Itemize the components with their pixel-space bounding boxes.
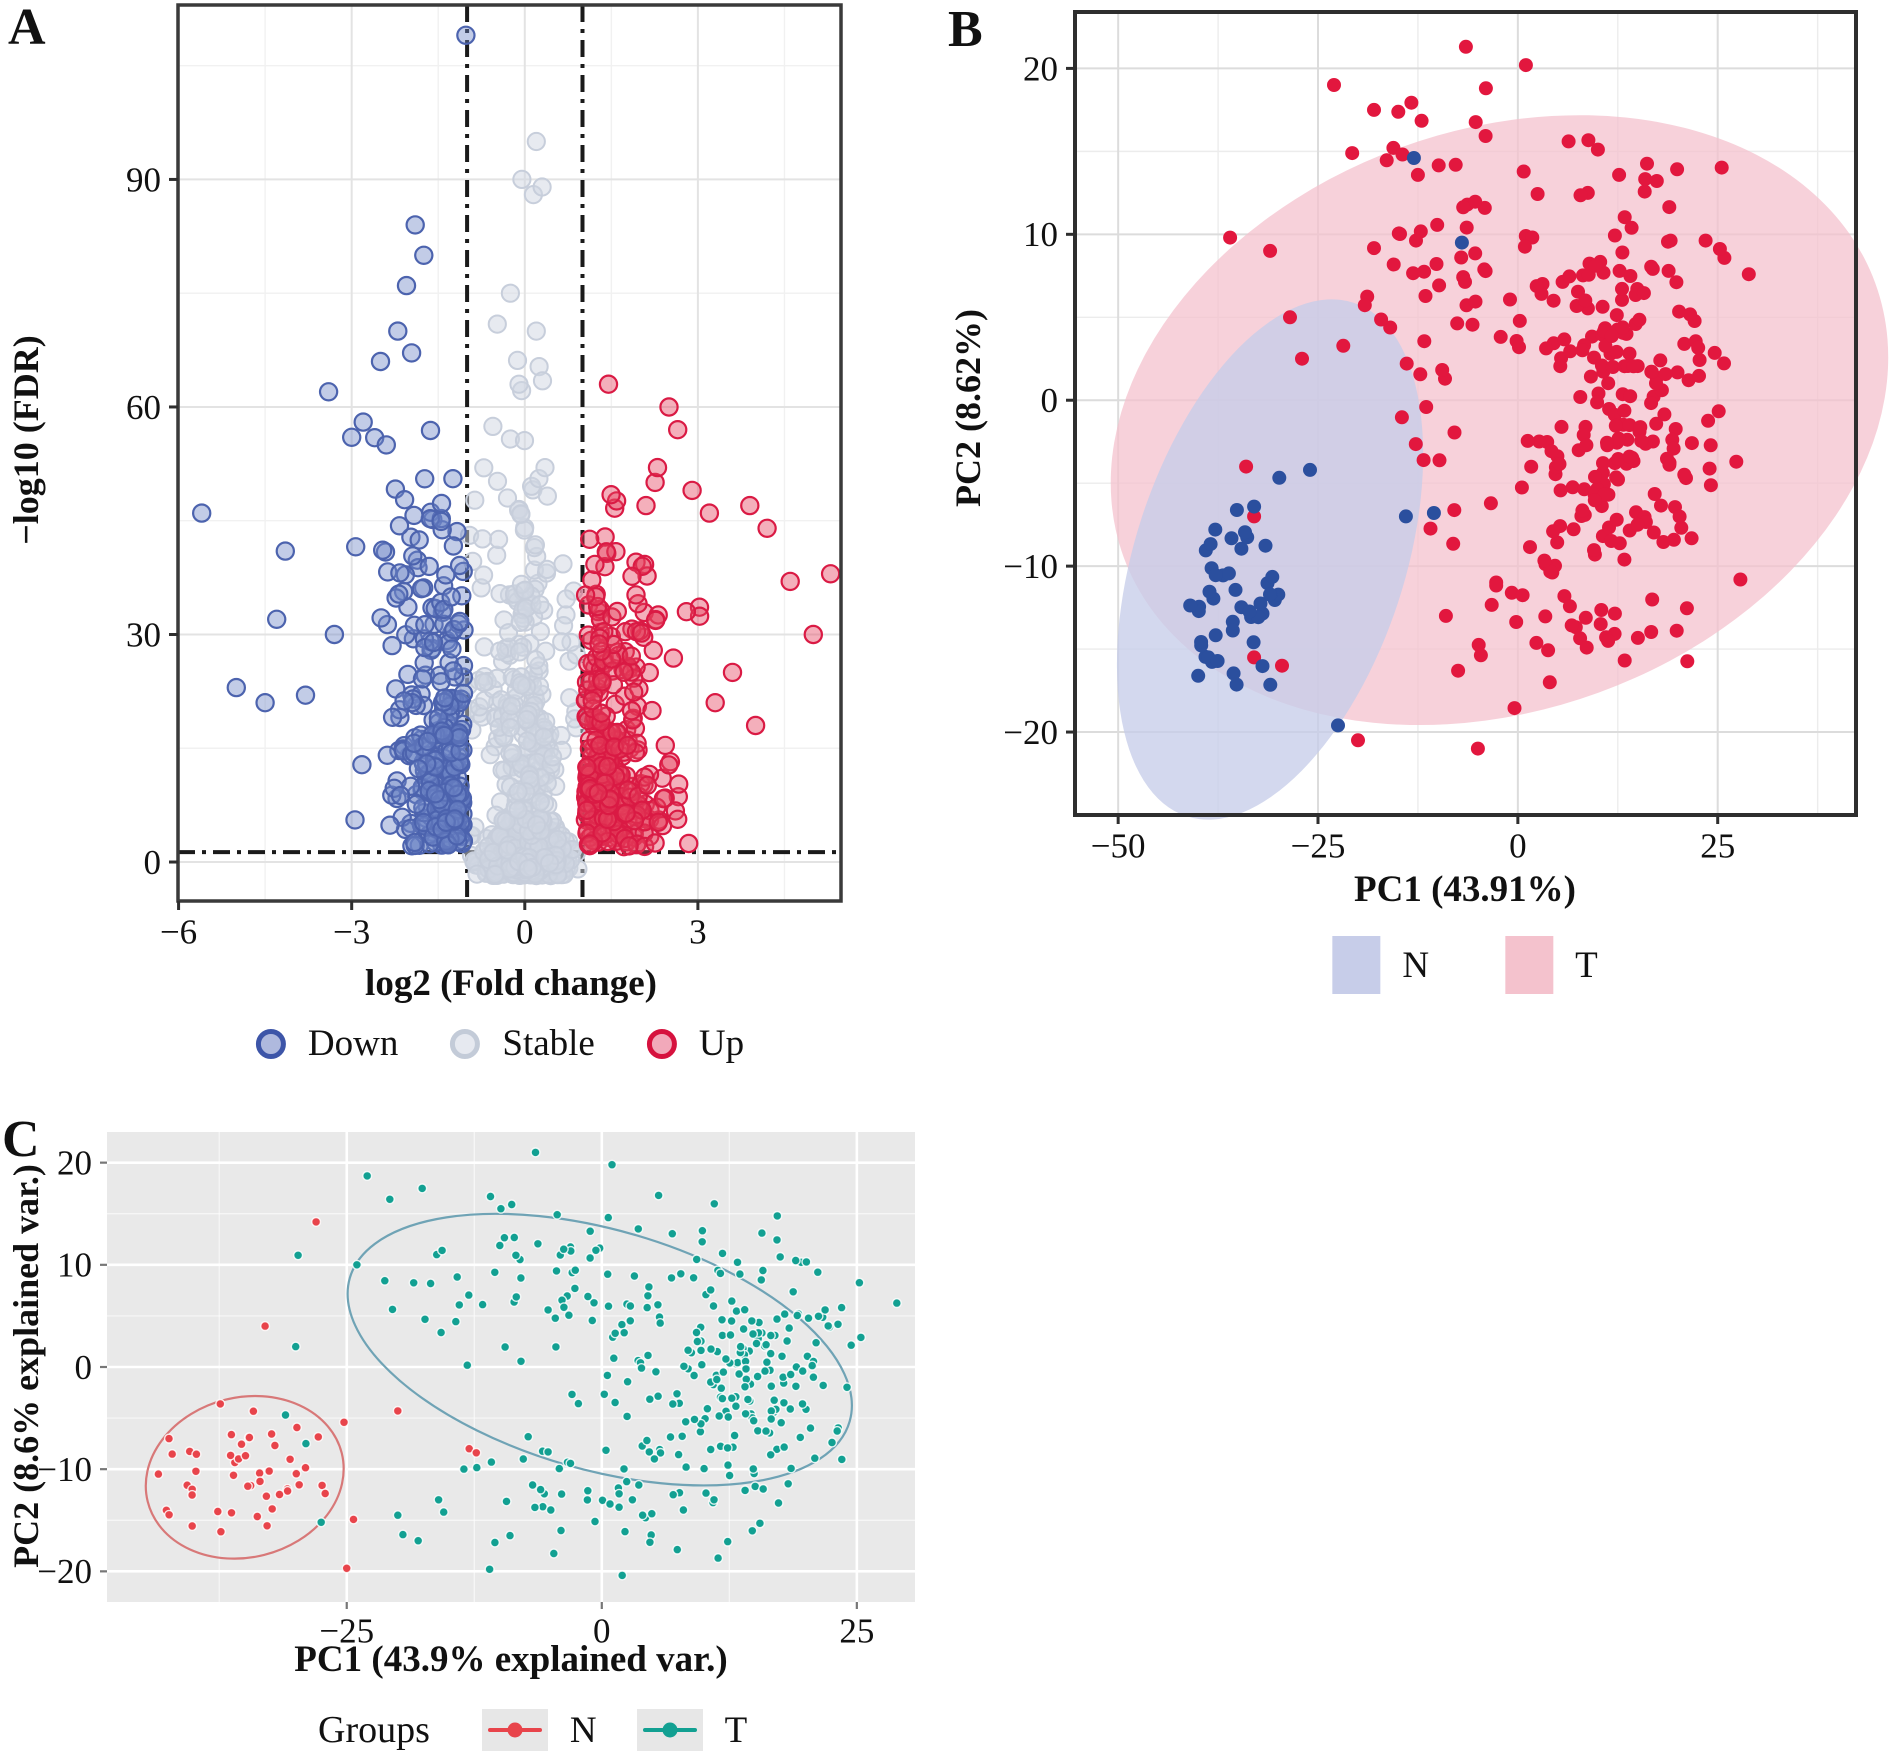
legend-label: N	[1402, 944, 1430, 986]
legend-volcano: Down Stable Up	[255, 1022, 745, 1065]
y-tick-label: −20	[1003, 713, 1058, 752]
legend-label: Stable	[502, 1023, 595, 1064]
x-axis-title-b: PC1 (43.91%)	[1354, 869, 1576, 910]
legend-label: T	[724, 1709, 748, 1751]
axis-ticks: −25 0 25 20 10 0 −10 −20	[37, 1144, 874, 1651]
x-tick-label: −6	[160, 912, 197, 951]
down-point-icon	[255, 1028, 286, 1059]
legend-label: N	[569, 1709, 597, 1751]
y-tick-label: 0	[1041, 381, 1059, 420]
up-point-icon	[646, 1028, 677, 1059]
x-tick-label: 0	[516, 912, 534, 951]
panel-label-c: C	[2, 1111, 40, 1168]
legend-item-t: T	[636, 1709, 748, 1751]
legend-item-up: Up	[646, 1022, 745, 1065]
plot-frame	[176, 3, 843, 903]
stable-point-icon	[450, 1028, 481, 1059]
y-tick-label: 60	[126, 388, 161, 427]
y-axis-title-c: PC2 (8.6% explained var.)	[6, 1164, 46, 1568]
t-group-swatch	[1505, 936, 1554, 994]
x-tick-label: 3	[689, 912, 707, 951]
y-tick-label: −20	[37, 1552, 92, 1591]
x-tick-label: 25	[839, 1611, 874, 1650]
axis-ticks: −50 −25 0 25 20 10 0 −10 −20	[1003, 49, 1735, 865]
y-tick-label: 90	[126, 160, 161, 199]
t-points	[280, 1147, 902, 1581]
y-tick-label: 10	[57, 1246, 92, 1285]
n-points	[153, 1216, 482, 1574]
down-points	[191, 25, 476, 856]
x-tick-label: 0	[593, 1611, 611, 1650]
x-tick-label: −25	[1291, 826, 1346, 865]
y-tick-label: 10	[1023, 215, 1058, 254]
y-axis-title-a: −log10 (FDR)	[6, 335, 46, 545]
panel-label-a: A	[8, 0, 46, 56]
y-tick-label: −10	[37, 1450, 92, 1489]
legend-groups-title: Groups	[318, 1709, 430, 1751]
n-key-icon	[481, 1709, 548, 1751]
legend-item-t: T	[1505, 936, 1598, 994]
t-points	[1223, 39, 1756, 756]
y-tick-label: −10	[1003, 547, 1058, 586]
y-tick-label: 30	[126, 615, 161, 654]
x-tick-label: −25	[319, 1611, 374, 1650]
x-tick-label: 0	[1509, 826, 1527, 865]
legend-item-down: Down	[255, 1022, 399, 1065]
legend-item-n: N	[1332, 936, 1429, 994]
cluster-ellipse-n	[1116, 299, 1424, 820]
y-tick-label: 0	[144, 843, 162, 882]
panel-b-plot: −50 −25 0 25 20 10 0 −10 −20	[1003, 10, 1889, 865]
n-points	[1183, 151, 1469, 733]
panel-label-b: B	[948, 1, 983, 58]
plot-frame	[1073, 10, 1858, 817]
legend-label: T	[1575, 944, 1598, 986]
cluster-ellipse-n	[144, 1394, 345, 1560]
y-tick-label: 0	[75, 1348, 93, 1387]
legend-item-stable: Stable	[450, 1022, 595, 1065]
x-axis-title-c: PC1 (43.9% explained var.)	[294, 1639, 728, 1680]
n-group-swatch	[1332, 936, 1381, 994]
up-points	[575, 374, 841, 857]
panel-c-plot: −25 0 25 20 10 0 −10 −20	[37, 1132, 915, 1650]
t-key-icon	[636, 1709, 703, 1751]
x-axis-title-a: log2 (Fold change)	[365, 963, 657, 1004]
x-tick-label: −3	[333, 912, 370, 951]
legend-label: Up	[698, 1023, 745, 1064]
legend-pca-c: Groups N T	[318, 1708, 747, 1751]
gridlines	[107, 1132, 915, 1602]
legend-label: Down	[307, 1023, 399, 1064]
legend-item-n: N	[481, 1709, 597, 1751]
y-tick-label: 20	[1023, 49, 1058, 88]
y-axis-title-b: PC2 (8.62%)	[948, 309, 988, 507]
y-tick-label: 20	[57, 1144, 92, 1183]
x-tick-label: 25	[1700, 826, 1735, 865]
x-tick-label: −50	[1091, 826, 1146, 865]
